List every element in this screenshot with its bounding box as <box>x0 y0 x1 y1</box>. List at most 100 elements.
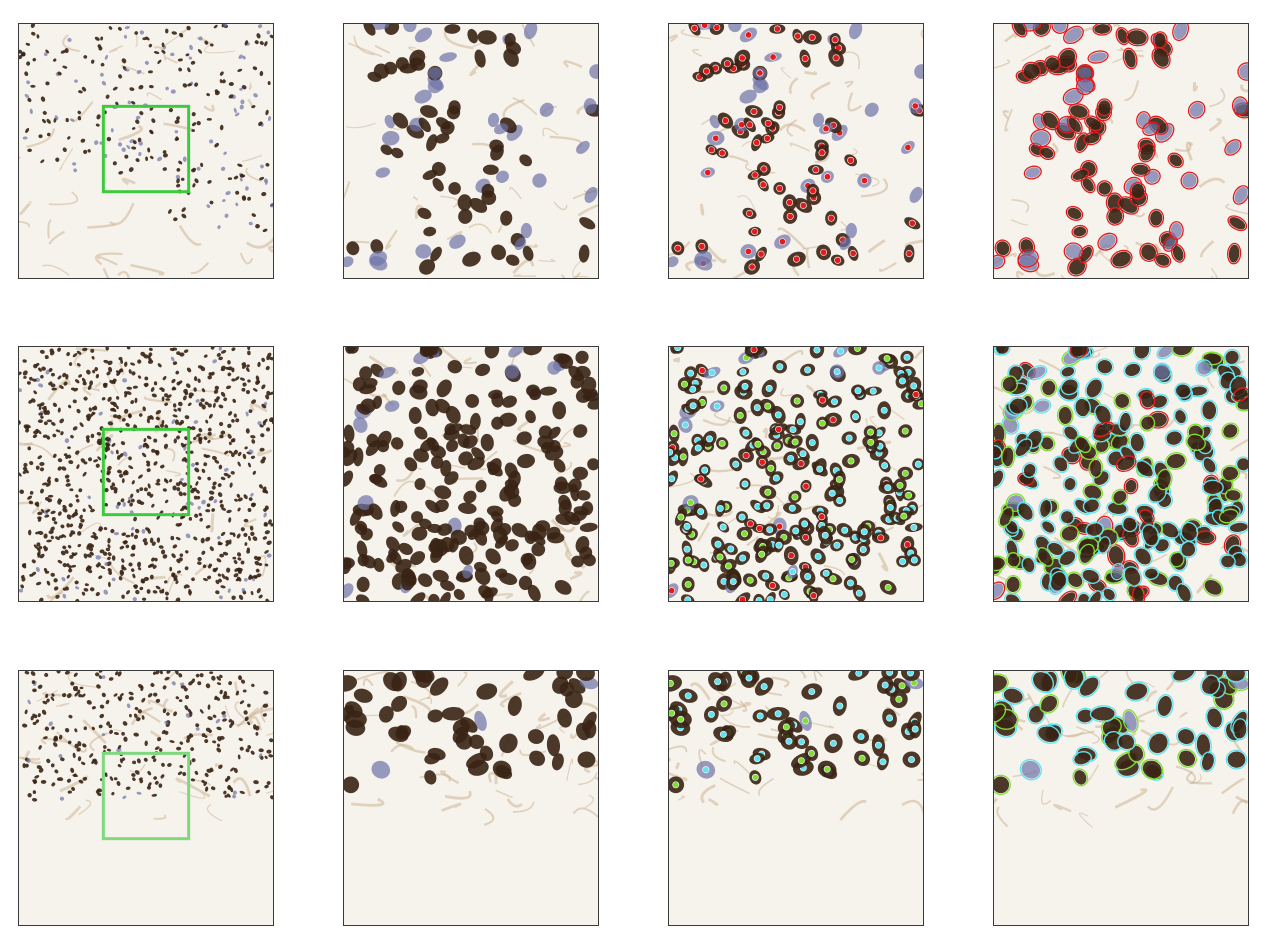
annotation-point <box>739 596 745 601</box>
annotation-point <box>842 527 848 533</box>
annotation-point <box>817 466 823 472</box>
annotation-point <box>870 388 876 394</box>
annotation-point <box>819 397 825 403</box>
panel-row2-points <box>668 346 924 602</box>
annotation-point <box>776 104 782 110</box>
annotation-point <box>754 139 760 145</box>
annotation-point <box>830 576 836 582</box>
annotation-point <box>721 701 727 707</box>
annotation-point <box>885 584 891 590</box>
annotation-point <box>708 711 714 717</box>
annotation-point <box>747 122 753 128</box>
annotation-point <box>751 108 757 114</box>
annotation-point <box>833 55 839 61</box>
annotation-point <box>852 413 858 419</box>
annotation-point <box>730 578 736 584</box>
annotation-point <box>793 256 799 262</box>
annotation-point <box>752 774 758 780</box>
annotation-point <box>886 715 892 721</box>
annotation-point <box>698 476 704 482</box>
annotation-point <box>685 581 691 587</box>
nucleus <box>547 532 564 543</box>
annotation-point <box>899 378 905 384</box>
annotation-point <box>721 385 727 391</box>
annotation-point <box>847 580 853 586</box>
annotation-point <box>699 243 705 249</box>
annotation-point <box>856 590 862 596</box>
annotation-point <box>774 26 780 32</box>
annotation-point <box>703 767 709 773</box>
annotation-point <box>915 461 921 467</box>
annotation-point <box>745 248 751 254</box>
annotation-point <box>804 367 810 373</box>
annotation-point <box>669 475 675 481</box>
annotation-point <box>754 404 760 410</box>
panel-row3-overview <box>18 670 274 926</box>
annotation-point <box>701 562 707 568</box>
panel-row2-zoom <box>343 346 599 602</box>
annotation-point <box>717 554 723 560</box>
annotation-point <box>775 412 781 418</box>
annotation-point <box>779 239 785 245</box>
annotation-point <box>831 398 837 404</box>
annotation-point <box>824 766 830 772</box>
annotation-point <box>770 54 776 60</box>
tissue-overview-image <box>19 671 273 925</box>
annotation-point <box>722 117 728 123</box>
annotation-point <box>902 470 908 476</box>
annotation-point <box>675 245 681 251</box>
annotation-point <box>702 467 708 473</box>
annotation-point <box>855 387 861 393</box>
annotation-point <box>749 264 755 270</box>
annotation-point <box>776 542 782 548</box>
annotation-point <box>741 531 747 537</box>
annotation-point <box>685 557 691 563</box>
annotation-point <box>747 521 753 527</box>
nuclei-contour-annotation-image <box>994 671 1248 925</box>
annotation-point <box>725 563 731 569</box>
annotation-point <box>876 365 882 371</box>
annotation-point <box>682 422 688 428</box>
annotation-point <box>815 553 821 559</box>
annotation-point <box>719 150 725 156</box>
panel-row1-contours <box>993 23 1249 279</box>
annotation-point <box>882 682 888 688</box>
annotation-point <box>675 347 681 351</box>
annotation-point <box>790 426 796 432</box>
annotation-point <box>764 503 770 509</box>
nucleus <box>207 118 212 121</box>
annotation-point <box>739 514 745 520</box>
nucleus <box>176 747 181 751</box>
annotation-point <box>703 68 709 74</box>
annotation-point <box>687 499 693 505</box>
annotation-point <box>908 756 914 762</box>
annotation-point <box>669 560 674 566</box>
annotation-point <box>678 716 684 722</box>
annotation-point <box>690 403 696 409</box>
nucleus <box>358 554 369 567</box>
panel-row3-contours <box>993 670 1249 926</box>
annotation-point <box>834 368 840 374</box>
annotation-point <box>669 680 674 686</box>
annotation-point <box>846 435 852 441</box>
annotation-point <box>822 532 828 538</box>
annotation-point <box>884 355 890 361</box>
annotation-point <box>761 683 767 689</box>
nucleus <box>95 555 101 559</box>
annotation-point <box>794 398 800 404</box>
annotation-point <box>809 34 815 40</box>
nucleus <box>448 100 460 114</box>
annotation-point <box>767 526 773 532</box>
annotation-point <box>836 497 842 503</box>
tissue-overview-image <box>19 347 273 601</box>
annotation-point <box>854 347 860 352</box>
nucleus <box>584 720 596 738</box>
annotation-point <box>687 370 693 376</box>
annotation-point <box>708 147 714 153</box>
annotation-point <box>850 250 856 256</box>
annotation-point <box>691 25 697 31</box>
annotation-point <box>755 441 761 447</box>
annotation-point <box>751 347 757 353</box>
annotation-point <box>798 460 804 466</box>
annotation-point <box>714 24 720 30</box>
